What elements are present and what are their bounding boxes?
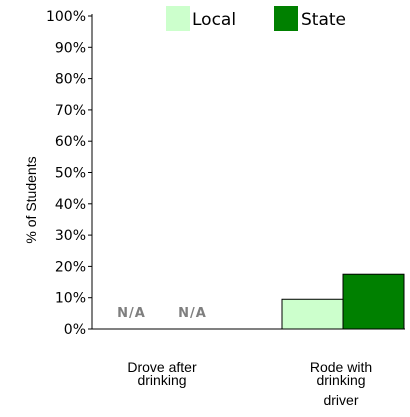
x-category-label: Drove after drinking xyxy=(127,359,197,388)
y-axis-ticks: 0% 10% 20% 30% 40% 50% 60% 70% 80% 90% 100% xyxy=(46,9,92,338)
bar-local xyxy=(281,298,344,330)
legend-label: State xyxy=(301,10,346,30)
x-category-label: Rode with drinking driver xyxy=(310,359,372,408)
y-axis-label: % of Students xyxy=(23,156,39,243)
y-tick-label: 60% xyxy=(55,134,86,150)
na-label: N/A xyxy=(117,306,146,321)
legend-swatch-state xyxy=(274,6,298,31)
y-tick-label: 10% xyxy=(55,291,86,307)
y-tick-label: 80% xyxy=(55,72,86,88)
y-tick-label: 100% xyxy=(46,9,86,25)
y-tick-label: 50% xyxy=(55,166,86,182)
legend-swatch-local xyxy=(166,6,190,31)
bars: N/A N/A xyxy=(117,273,405,330)
y-tick-label: 40% xyxy=(55,197,86,213)
bar-state xyxy=(342,273,405,330)
x-axis-categories: Drove after drinking Rode with drinking driv… xyxy=(127,359,372,408)
axes xyxy=(91,14,405,330)
y-tick-label: 0% xyxy=(64,322,86,338)
legend-label: Local xyxy=(192,10,236,30)
y-tick-label: 30% xyxy=(55,228,86,244)
y-tick-label: 70% xyxy=(55,103,86,119)
y-tick-label: 90% xyxy=(55,40,86,56)
na-label: N/A xyxy=(178,306,207,321)
y-tick-label: 20% xyxy=(55,259,86,275)
legend: Local State xyxy=(166,6,346,31)
